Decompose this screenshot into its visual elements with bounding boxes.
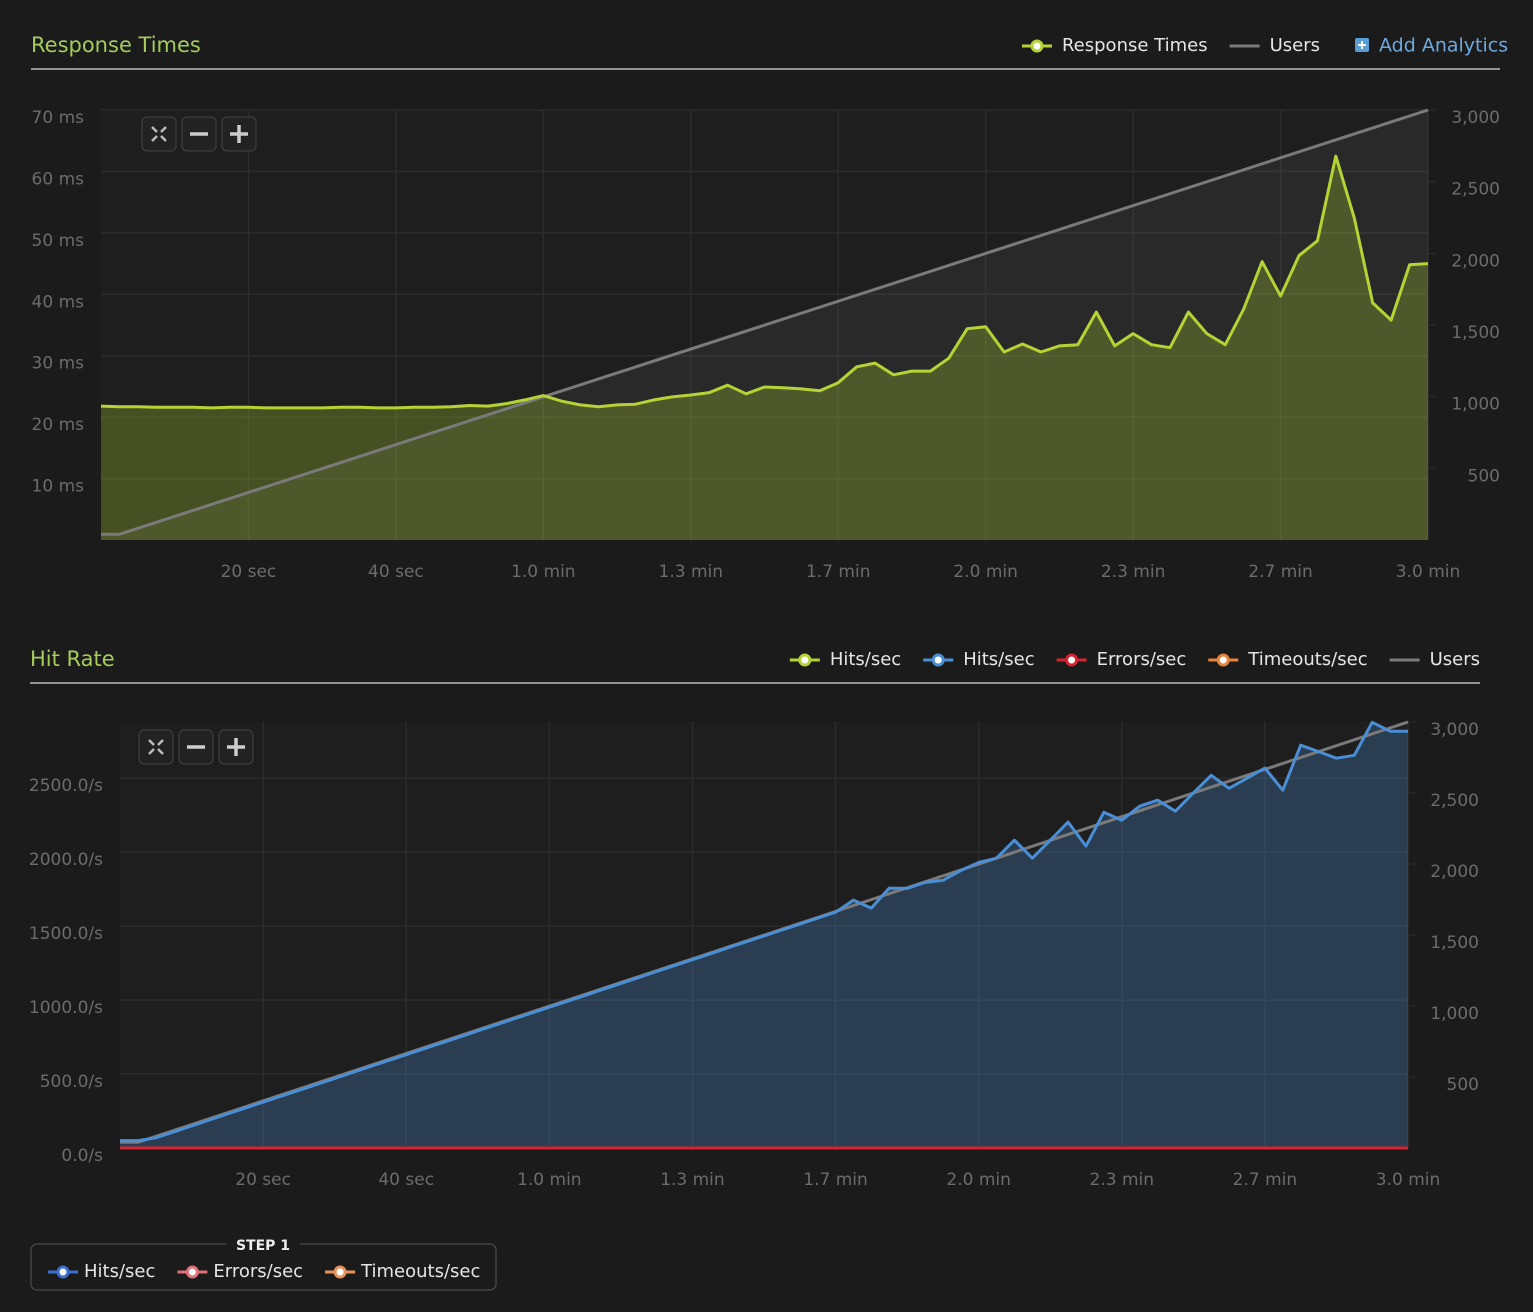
legend-dot — [931, 653, 945, 667]
x-tick-label: 2.3 min — [1101, 562, 1166, 582]
legend-item[interactable]: Response Times — [1021, 35, 1208, 56]
legend-item[interactable]: Users — [1389, 649, 1480, 670]
series-line — [100, 154, 1429, 410]
x-tick-label: 20 sec — [221, 562, 277, 582]
legend-label: Hits/sec — [963, 649, 1034, 670]
y-tick-label: 2500.0/s — [29, 776, 103, 796]
legend-dot — [1065, 653, 1079, 667]
chart-title: Response Times — [31, 33, 201, 57]
legend-dot — [1030, 39, 1044, 53]
x-tick-label: 1.0 min — [511, 562, 576, 582]
step-legend-item[interactable]: Errors/sec — [177, 1261, 303, 1282]
zoom-in[interactable] — [221, 116, 257, 152]
legend-item[interactable]: Hits/sec — [789, 649, 901, 670]
legend-item[interactable]: Hits/sec — [923, 649, 1035, 670]
x-tick-label: 1.7 min — [806, 562, 871, 582]
x-tick-label: 1.3 min — [659, 562, 724, 582]
x-tick-label: 3.0 min — [1396, 562, 1461, 582]
step-legend-title: STEP 1 — [236, 1238, 290, 1254]
legend-dot — [333, 1265, 347, 1279]
chart-title: Hit Rate — [30, 647, 115, 671]
y-tick-label: 500.0/s — [40, 1072, 103, 1092]
legend: Hits/sec Hits/sec Errors/sec Timeouts/sec Us… — [789, 649, 1480, 670]
x-tick-label: 1.7 min — [803, 1170, 868, 1190]
step-legend-label: Hits/sec — [84, 1261, 155, 1282]
y-tick-label: 40 ms — [32, 292, 85, 312]
x-tick-label: 40 sec — [368, 562, 424, 582]
y-tick-label: 70 ms — [32, 108, 85, 128]
legend-dot — [56, 1265, 70, 1279]
x-tick-label: 40 sec — [378, 1170, 434, 1190]
y-tick-label: 1500.0/s — [29, 924, 103, 944]
x-tick-label: 2.0 min — [953, 562, 1018, 582]
y-tick-label: 20 ms — [32, 415, 85, 435]
zoom-in[interactable] — [218, 729, 254, 765]
zoom-out[interactable] — [181, 116, 217, 152]
y-tick-label: 50 ms — [32, 231, 85, 251]
y-tick-label: 2000.0/s — [29, 850, 103, 870]
legend-dot — [798, 653, 812, 667]
y2-tick-label: 1,000 — [1430, 1004, 1479, 1024]
y2-tick-label: 500 — [1468, 466, 1500, 486]
y-tick-label: 0.0/s — [61, 1146, 103, 1166]
y2-tick-label: 2,500 — [1451, 180, 1500, 200]
series-area — [120, 722, 1408, 1148]
x-tick-label: 2.0 min — [946, 1170, 1011, 1190]
step-legend-label: Errors/sec — [213, 1261, 303, 1282]
x-tick-label: 1.0 min — [517, 1170, 582, 1190]
zoom-controls — [138, 116, 257, 765]
step-legend-gap — [226, 1236, 300, 1254]
zoom-reset[interactable] — [138, 729, 174, 765]
series-line — [120, 720, 1408, 1143]
legend-item[interactable]: Errors/sec — [1056, 649, 1187, 670]
zoom-reset[interactable] — [141, 116, 177, 152]
y2-tick-label: 2,500 — [1430, 791, 1479, 811]
y2-tick-label: 3,000 — [1451, 108, 1500, 128]
legend-label: Users — [1430, 649, 1480, 670]
x-tick-label: 20 sec — [235, 1170, 291, 1190]
legend-label: Response Times — [1062, 35, 1208, 56]
x-tick-label: 2.3 min — [1090, 1170, 1155, 1190]
legend-dot — [185, 1265, 199, 1279]
add-analytics[interactable]: Add Analytics — [1379, 35, 1508, 57]
legend-item[interactable]: Timeouts/sec — [1208, 649, 1368, 670]
y2-tick-label: 1,500 — [1430, 933, 1479, 953]
x-tick-label: 2.7 min — [1233, 1170, 1298, 1190]
y-tick-label: 1000.0/s — [29, 998, 103, 1018]
chart: Response Times 10 ms 20 ms 30 ms 40 ms 50 ms 6… — [31, 33, 1500, 582]
legend-label: Errors/sec — [1097, 649, 1187, 670]
y-tick-label: 10 ms — [32, 477, 85, 497]
series-line — [101, 108, 1429, 536]
legend-dot — [1216, 653, 1230, 667]
chart: Hit Rate 0.0/s 500.0/s 1000.0/s 1500.0/s 2000… — [29, 647, 1480, 1190]
step-legend-item[interactable]: Timeouts/sec — [325, 1261, 480, 1282]
series-area — [101, 156, 1428, 540]
y2-tick-label: 3,000 — [1430, 720, 1479, 740]
x-tick-label: 1.3 min — [660, 1170, 725, 1190]
y2-tick-label: 1,000 — [1451, 395, 1500, 415]
legend-label: Timeouts/sec — [1247, 649, 1367, 670]
legend: Response Times Users — [1021, 35, 1320, 56]
y2-tick-label: 1,500 — [1451, 323, 1500, 343]
series-area — [101, 110, 1428, 540]
y-tick-label: 30 ms — [32, 354, 85, 374]
zoom-out[interactable] — [178, 729, 214, 765]
step-legend-item[interactable]: Hits/sec — [48, 1261, 155, 1282]
legend-item[interactable]: Users — [1229, 35, 1320, 56]
y2-tick-label: 2,000 — [1430, 862, 1479, 882]
x-tick-label: 3.0 min — [1376, 1170, 1441, 1190]
y2-tick-label: 500 — [1447, 1075, 1479, 1095]
legend-label: Hits/sec — [830, 649, 901, 670]
y2-tick-label: 2,000 — [1451, 251, 1500, 271]
legend-label: Users — [1270, 35, 1320, 56]
y-tick-label: 60 ms — [32, 169, 85, 189]
x-tick-label: 2.7 min — [1248, 562, 1313, 582]
add-analytics-plus — [1358, 41, 1366, 49]
step-legend-label: Timeouts/sec — [360, 1261, 480, 1282]
